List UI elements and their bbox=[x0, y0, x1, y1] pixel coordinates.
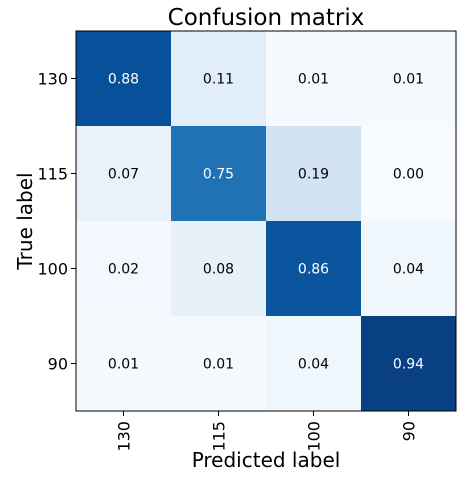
chart-title: Confusion matrix bbox=[168, 5, 365, 31]
plot-frame bbox=[75, 30, 457, 412]
y-tick-label-1: 115 bbox=[37, 165, 68, 184]
heatmap-cell-2-1 bbox=[171, 221, 266, 316]
cell-value-0-2: 0.01 bbox=[298, 72, 329, 88]
x-tick-label-0: 130 bbox=[115, 421, 134, 452]
cell-value-1-0: 0.07 bbox=[108, 167, 139, 183]
cell-value-1-1: 0.75 bbox=[203, 167, 234, 183]
x-tick-label-3: 90 bbox=[400, 421, 419, 441]
heatmap-cell-3-2 bbox=[266, 316, 361, 411]
cell-value-2-1: 0.08 bbox=[203, 262, 234, 278]
y-axis-label: True label bbox=[13, 172, 37, 270]
heatmap-cell-0-2 bbox=[266, 31, 361, 126]
heatmap-cell-0-1 bbox=[171, 31, 266, 126]
heatmap-cell-1-2 bbox=[266, 126, 361, 221]
x-axis-ticks: 130 115 100 90 bbox=[115, 411, 419, 452]
heatmap-cell-0-3 bbox=[361, 31, 456, 126]
cell-value-2-3: 0.04 bbox=[393, 262, 424, 278]
cell-value-1-3: 0.00 bbox=[393, 167, 424, 183]
heatmap-cell-1-0 bbox=[76, 126, 171, 221]
heatmap-cell-2-3 bbox=[361, 221, 456, 316]
cell-value-3-2: 0.04 bbox=[298, 357, 329, 373]
y-tick-label-0: 130 bbox=[37, 70, 68, 89]
heatmap-cell-2-0 bbox=[76, 221, 171, 316]
heatmap-cell-2-2 bbox=[266, 221, 361, 316]
heatmap-cell-3-1 bbox=[171, 316, 266, 411]
cell-value-3-1: 0.01 bbox=[203, 357, 234, 373]
y-tick-label-3: 90 bbox=[48, 355, 68, 374]
cell-value-1-2: 0.19 bbox=[298, 167, 329, 183]
cell-value-0-0: 0.88 bbox=[108, 72, 139, 88]
cell-value-2-2: 0.86 bbox=[298, 262, 329, 278]
heatmap-cell-1-1 bbox=[171, 126, 266, 221]
x-tick-label-2: 100 bbox=[305, 421, 324, 452]
heatmap-cell-labels: 0.88 0.11 0.01 0.01 0.07 0.75 0.19 0.00 0.02 0.08… bbox=[108, 72, 424, 373]
heatmap-cell-0-0 bbox=[76, 31, 171, 126]
y-axis-ticks: 130 115 100 90 bbox=[37, 70, 76, 374]
heatmap-cell-3-0 bbox=[76, 316, 171, 411]
cell-value-0-3: 0.01 bbox=[393, 72, 424, 88]
cell-value-3-0: 0.01 bbox=[108, 357, 139, 373]
heatmap-cell-1-3 bbox=[361, 126, 456, 221]
cell-value-0-1: 0.11 bbox=[203, 72, 234, 88]
x-axis-label: Predicted label bbox=[192, 448, 341, 472]
y-tick-label-2: 100 bbox=[37, 260, 68, 279]
cell-value-2-0: 0.02 bbox=[108, 262, 139, 278]
heatmap-cells bbox=[76, 31, 456, 411]
x-tick-label-1: 115 bbox=[210, 421, 229, 452]
heatmap-cell-3-3 bbox=[361, 316, 456, 411]
cell-value-3-3: 0.94 bbox=[393, 357, 424, 373]
